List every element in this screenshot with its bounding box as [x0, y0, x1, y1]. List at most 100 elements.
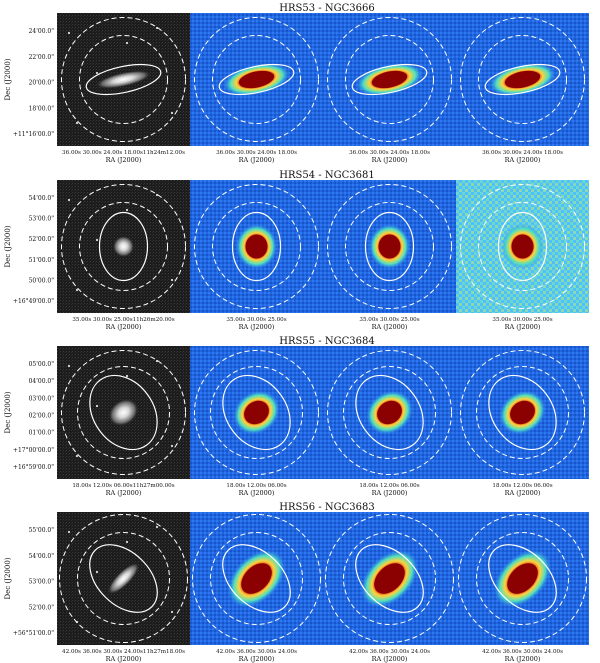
galaxy-core — [244, 400, 269, 425]
x-tick-labels: 18.00s 12.00s 06.00s — [226, 483, 286, 489]
star-point — [155, 26, 159, 30]
outer-background-annulus — [458, 514, 587, 643]
star-point — [95, 238, 99, 242]
galaxy-core — [374, 563, 405, 594]
y-tick-label: 55'00.0" — [29, 527, 55, 534]
y-tick-label: 24'00.0" — [29, 28, 55, 35]
inner-background-annulus — [79, 202, 168, 291]
star-point — [95, 570, 99, 574]
star-point — [75, 454, 79, 458]
star-point — [125, 208, 129, 212]
photometry-aperture — [355, 544, 424, 613]
inner-background-annulus — [212, 202, 301, 291]
y-tick-label: 54'00.0" — [29, 553, 55, 560]
x-axis-label: RA (J2000) — [106, 655, 142, 663]
galaxy-optical — [112, 235, 135, 258]
x-tick-labels: 42.00s 36.00s 30.00s 24.00s — [482, 649, 563, 655]
photometry-aperture — [497, 211, 548, 282]
row-title: HRS54 - NGC3681 — [279, 170, 374, 181]
outer-background-annulus — [194, 17, 319, 142]
star-point — [155, 193, 159, 197]
photometry-aperture — [218, 63, 295, 96]
figure-row: HRS54 - NGC3681 Dec (J2000) 54'00.0" 53'00.… — [4, 170, 589, 331]
photometry-aperture — [231, 211, 282, 282]
x-axis-label: RA (J2000) — [505, 156, 541, 164]
x-tick-labels: 35.00s 30.00s 25.00s — [492, 317, 552, 323]
galaxy-core — [238, 70, 275, 89]
x-tick-labels: 18.00s 12.00s 06.00s — [359, 483, 419, 489]
y-tick-label: 04'00.0" — [29, 378, 55, 385]
inner-background-annulus — [212, 35, 301, 124]
x-axis-label: RA (J2000) — [372, 489, 408, 497]
star-point — [125, 540, 129, 544]
y-tick-label: 22'00.0" — [29, 54, 55, 61]
outer-background-annulus — [61, 184, 186, 309]
star-point — [125, 41, 129, 45]
y-tick-label: 02'00.0" — [29, 413, 55, 420]
optical-panel: 36.00s 30.00s 24.00s 18.00s11h24m12.00sR… — [57, 13, 190, 164]
galaxy-core — [245, 234, 268, 259]
y-tick-label: 53'00.0" — [29, 216, 55, 223]
star-point — [95, 404, 99, 408]
y-tick-label: 52'00.0" — [29, 604, 55, 611]
photometry-aperture — [484, 63, 561, 96]
x-axis-label: RA (J2000) — [106, 323, 142, 331]
outer-background-annulus — [325, 514, 454, 643]
photometry-aperture — [351, 63, 428, 96]
inner-background-annulus — [343, 532, 436, 625]
inner-background-annulus — [345, 202, 434, 291]
y-axis-label: Dec (J2000) — [4, 225, 12, 267]
y-tick-label: 01'00.0" — [29, 430, 55, 437]
x-tick-labels: 42.00s 36.00s 30.00s 24.00s11h27m18.00s — [62, 649, 185, 655]
x-axis-label: RA (J2000) — [239, 156, 275, 164]
x-tick-labels: 35.00s 30.00s 25.00s — [226, 317, 286, 323]
photometry-aperture — [355, 374, 424, 451]
outer-background-annulus — [460, 184, 585, 309]
x-axis-label: RA (J2000) — [106, 489, 142, 497]
figure-rows: HRS53 - NGC3666 Dec (J2000) 24'00.0" 22'00.… — [4, 3, 589, 663]
x-tick-labels: 18.00s 12.00s 06.00s11h27m00.00s — [72, 483, 174, 489]
y-tick-label: 50'00.0" — [29, 277, 55, 284]
y-axis-label: Dec (J2000) — [4, 557, 12, 599]
inner-background-annulus — [79, 35, 168, 124]
row-title: HRS55 - NGC3684 — [279, 336, 374, 347]
x-axis-label: RA (J2000) — [239, 489, 275, 497]
outer-background-annulus — [192, 514, 321, 643]
x-tick-labels: 36.00s 30.00s 24.00s 18.00s11h24m12.00s — [62, 150, 185, 156]
inner-background-annulus — [476, 366, 569, 459]
x-tick-labels: 42.00s 36.00s 30.00s 24.00s — [349, 649, 430, 655]
galaxy-core — [378, 234, 401, 259]
y-tick-label: 20'00.0" — [29, 80, 55, 87]
outer-background-annulus — [59, 514, 188, 643]
inner-background-annulus — [478, 202, 567, 291]
row-title: HRS56 - NGC3683 — [279, 502, 374, 513]
x-tick-labels: 42.00s 36.00s 30.00s 24.00s — [216, 649, 297, 655]
outer-background-annulus — [460, 17, 585, 142]
star-point — [170, 444, 174, 448]
optical-panel: 42.00s 36.00s 30.00s 24.00s11h27m18.00sR… — [57, 512, 190, 663]
outer-background-annulus — [460, 350, 585, 475]
inner-background-annulus — [345, 35, 434, 124]
photometry-aperture — [488, 544, 557, 613]
y-tick-label: 52'00.0" — [29, 236, 55, 243]
x-axis-label: RA (J2000) — [239, 655, 275, 663]
star-point — [170, 610, 174, 614]
star-point — [155, 359, 159, 363]
y-tick-label: 03'00.0" — [29, 395, 55, 402]
photometry-aperture — [364, 211, 415, 282]
x-tick-labels: 18.00s 12.00s 06.00s — [492, 483, 552, 489]
y-tick-label: +16°59'00.0" — [13, 464, 54, 471]
galaxy-core — [511, 234, 534, 259]
galaxy-core — [377, 400, 402, 425]
inner-background-annulus — [343, 366, 436, 459]
galaxy-core — [504, 70, 541, 89]
photometry-aperture — [222, 374, 291, 451]
y-tick-label: 51'00.0" — [29, 257, 55, 264]
